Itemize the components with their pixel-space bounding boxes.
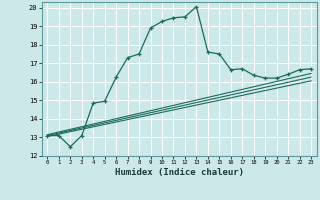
X-axis label: Humidex (Indice chaleur): Humidex (Indice chaleur) (115, 168, 244, 177)
